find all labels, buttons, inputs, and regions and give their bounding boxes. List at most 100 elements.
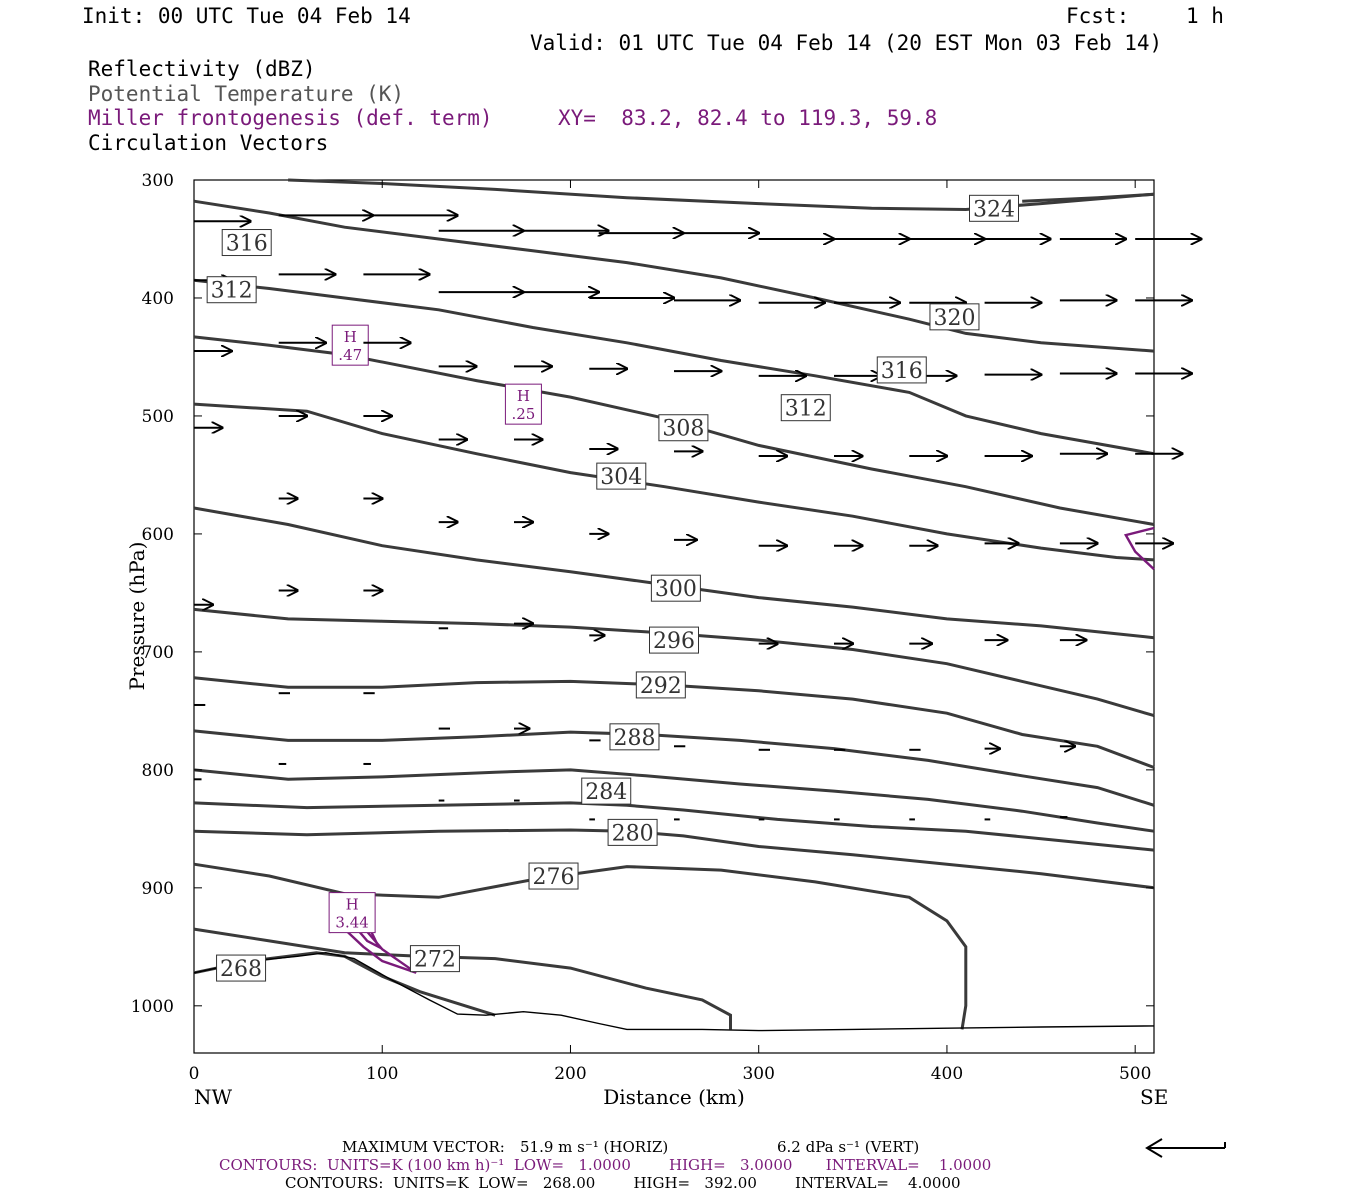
theta-label-300-8: 300 <box>650 574 701 602</box>
theta-label-304-9-text: 304 <box>600 465 642 490</box>
y-tick-label-500: 500 <box>142 407 174 427</box>
theta-label-272-1-text: 272 <box>414 948 456 973</box>
y-tick-label-300: 300 <box>142 171 174 191</box>
fcst-value: 1 h <box>1186 4 1224 28</box>
x-axis-title: Distance (km) <box>603 1085 745 1109</box>
theta-contour-316-12 <box>193 278 1155 456</box>
fronto-max-box-2 <box>328 892 376 934</box>
theta-label-316-13-text: 316 <box>226 232 268 257</box>
theta-label-284-4-text: 284 <box>585 780 627 805</box>
theta-contour-300-8 <box>193 607 1155 718</box>
theta-label-284-4: 284 <box>581 777 632 805</box>
theta-label-extra-box <box>206 276 257 304</box>
x-tick-label-200: 200 <box>554 1064 586 1084</box>
theta-contour-284-4 <box>193 801 1155 852</box>
fronto-contour-2 <box>1123 526 1155 571</box>
theta-label-268-0-text: 268 <box>220 957 262 982</box>
theta-label-288-5-box <box>609 723 660 751</box>
y-tick-label-900: 900 <box>142 879 174 899</box>
max-vector-vert: 6.2 dPa s⁻¹ (VERT) <box>777 1138 920 1156</box>
theta-label-280-3-text: 280 <box>612 821 654 846</box>
circulation-vectors <box>194 215 1201 821</box>
theta-label-320-14: 320 <box>929 303 980 331</box>
theta-label-316-13-box <box>221 229 272 257</box>
theta-label-308-10-box <box>658 414 709 442</box>
max-vector-label: MAXIMUM VECTOR: <box>342 1138 505 1156</box>
fronto-max-value-2: 3.44 <box>335 914 368 932</box>
theta-label-324-15-box <box>969 194 1019 222</box>
theta-label-324-15-text: 324 <box>973 197 1015 222</box>
theta-label-296-7-box <box>649 626 699 654</box>
legend-vectors: Circulation Vectors <box>88 131 329 155</box>
theta-label-296-7-text: 296 <box>653 629 695 654</box>
theta-label-280-3: 280 <box>607 818 658 846</box>
theta-contour-324-15 <box>1022 192 1155 203</box>
fcst-label: Fcst: <box>1066 4 1130 28</box>
theta-label-316-12: 316 <box>876 356 927 384</box>
theta-contour-304-9 <box>193 506 1155 640</box>
theta-label-312-11: 312 <box>780 394 831 422</box>
legend-frontogenesis: Miller frontogenesis (def. term) <box>88 106 493 130</box>
theta-label-276-2: 276 <box>528 862 579 890</box>
theta-label-276-2-box <box>528 862 579 890</box>
theta-label-300-8-text: 300 <box>655 577 697 602</box>
theta-label-324-15: 324 <box>969 194 1019 222</box>
theta-contour-292-6 <box>193 729 1155 807</box>
x-tick-label-400: 400 <box>931 1064 963 1084</box>
fronto-max-value-1: .25 <box>511 405 535 423</box>
fronto-max-label-2: H <box>346 896 359 914</box>
theta-label-272-1-box <box>409 945 460 973</box>
theta-label-272-1: 272 <box>409 945 460 973</box>
max-vector-horiz: 51.9 m s⁻¹ (HORIZ) <box>520 1138 669 1156</box>
theta-label-316-12-box <box>876 356 927 384</box>
theta-label-312-11-text: 312 <box>785 397 827 422</box>
theta-label-292-6: 292 <box>635 671 686 699</box>
axes: 300 400 500 600 700 800 900 1000 0 100 200 300 400 50… <box>131 171 1154 1084</box>
reference-vector <box>1145 1138 1226 1158</box>
theta-label-284-4-box <box>581 777 632 805</box>
fronto-max-label-0: H <box>344 328 357 346</box>
terrain-surface <box>193 951 1155 1032</box>
theta-contour-320-14 <box>288 178 1155 212</box>
theta-label-320-14-box <box>929 303 980 331</box>
terrain-line <box>193 951 1155 1032</box>
theta-contour-288-5 <box>193 768 1155 833</box>
fronto-max-0: H.47 <box>331 324 369 366</box>
theta-label-296-7: 296 <box>649 626 699 654</box>
y-tick-label-800: 800 <box>142 761 174 781</box>
theta-contour-280-3 <box>193 828 1155 890</box>
valid-time: Valid: 01 UTC Tue 04 Feb 14 (20 EST Mon … <box>530 31 1163 55</box>
x-tick-label-0: 0 <box>189 1064 200 1084</box>
theta-label-312-11-box <box>780 394 831 422</box>
theta-label-268-0: 268 <box>216 954 267 982</box>
fronto-max-box-1 <box>504 383 542 425</box>
theta-contour-info: CONTOURS: UNITS=K LOW= 268.00 HIGH= 392.… <box>285 1174 961 1192</box>
x-end-label-se: SE <box>1140 1085 1168 1109</box>
theta-contour-272-1 <box>193 927 732 1030</box>
legend-xy: XY= 83.2, 82.4 to 119.3, 59.8 <box>558 106 938 130</box>
fronto-max-1: H.25 <box>504 383 542 425</box>
theta-label-extra-text: 312 <box>211 279 253 304</box>
theta-label-268-0-box <box>216 954 267 982</box>
y-tick-label-400: 400 <box>142 289 174 309</box>
theta-contour-296-7 <box>193 676 1155 769</box>
init-time: Init: 00 UTC Tue 04 Feb 14 <box>82 4 411 28</box>
theta-label-300-8-box <box>650 574 701 602</box>
theta-label-288-5: 288 <box>609 723 660 751</box>
theta-label-292-6-text: 292 <box>640 674 682 699</box>
theta-label-292-6-box <box>635 671 686 699</box>
reference-vector-head <box>1145 1138 1163 1158</box>
fronto-max-value-0: .47 <box>338 346 362 364</box>
fronto-max-box-0 <box>331 324 369 366</box>
x-tick-label-300: 300 <box>742 1064 774 1084</box>
legend-theta: Potential Temperature (K) <box>88 82 405 106</box>
theta-label-320-14-text: 320 <box>933 306 975 331</box>
y-tick-label-1000: 1000 <box>131 997 174 1017</box>
fronto-max-label-1: H <box>517 387 530 405</box>
x-tick-label-500: 500 <box>1119 1064 1151 1084</box>
theta-label-304-9: 304 <box>596 462 647 490</box>
y-axis-title: Pressure (hPa) <box>125 542 149 691</box>
theta-label-extra: 312 <box>206 276 257 304</box>
